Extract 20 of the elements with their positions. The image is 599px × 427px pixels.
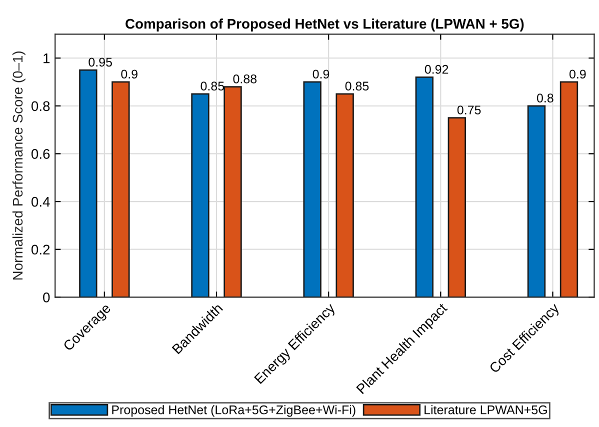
data-label: 0.88: [233, 74, 257, 84]
y-tick-label: 0.4: [31, 196, 50, 207]
data-label: 0.8: [536, 94, 554, 102]
data-label: 0.85: [345, 82, 369, 91]
y-tick-label: 0: [43, 292, 50, 302]
y-tick-label: 0.2: [31, 244, 50, 255]
data-label: 0.85: [200, 82, 224, 91]
y-tick-label: 1: [44, 54, 50, 64]
y-axis-title: Normalized Performance Score (0–1): [12, 52, 26, 280]
y-tick-label: 0.8: [31, 101, 50, 112]
data-label: 0.9: [312, 70, 330, 79]
legend-label: Literature LPWAN+5G: [424, 405, 547, 414]
data-label: 0.92: [424, 64, 448, 74]
chart-title: Comparison of Proposed HetNet vs Literature (LPWAN + 5G): [126, 18, 524, 32]
data-label: 0.95: [88, 58, 112, 67]
data-label: 0.9: [569, 70, 586, 79]
data-label: 0.9: [121, 70, 138, 79]
y-tick-label: 0.6: [31, 149, 50, 159]
legend-label: Proposed HetNet (LoRa+5G+ZigBee+Wi-Fi): [112, 405, 356, 417]
data-label: 0.75: [457, 106, 481, 114]
